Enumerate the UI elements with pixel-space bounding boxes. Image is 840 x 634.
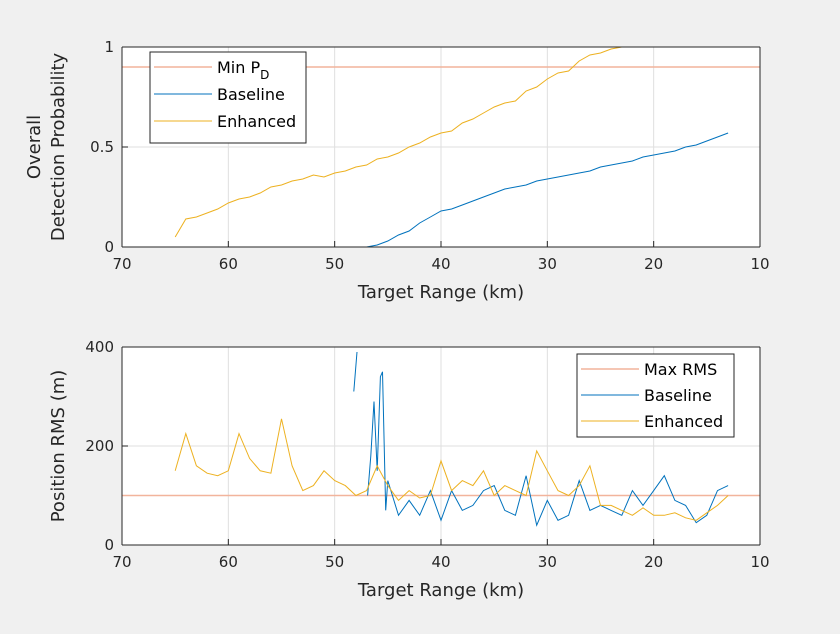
legend-label: Max RMS [644, 360, 717, 379]
x-tick-label: 10 [750, 255, 769, 273]
legend-label-subscript: D [260, 68, 269, 82]
y-axis-label: Detection Probability [48, 53, 69, 242]
x-tick-label: 50 [325, 553, 344, 571]
x-tick-label: 40 [431, 255, 450, 273]
legend-label: Baseline [644, 386, 712, 405]
y-tick-label: 0 [104, 536, 114, 554]
x-tick-label: 30 [538, 255, 557, 273]
y-axis-label: Overall [24, 115, 45, 179]
legend: Max RMS Baseline Enhanced [576, 353, 735, 438]
series-line-enhanced [174, 418, 729, 521]
x-tick-label: 30 [538, 553, 557, 571]
x-tick-label: 60 [219, 553, 238, 571]
detection-probability-axes: 70 60 50 40 30 20 10 0 0.5 1 Target Range (km) Over… [24, 38, 770, 303]
x-tick-label: 20 [644, 553, 663, 571]
x-axis-label: Target Range (km) [357, 580, 524, 601]
y-tick-label: 0.5 [90, 138, 114, 156]
y-tick-label: 200 [85, 437, 114, 455]
legend-label: Enhanced [217, 112, 296, 131]
x-tick-label: 20 [644, 255, 663, 273]
y-tick-label: 1 [104, 38, 114, 56]
x-tick-label: 10 [750, 553, 769, 571]
legend-label: Baseline [217, 85, 285, 104]
x-tick-label: 60 [219, 255, 238, 273]
x-tick-label: 50 [325, 255, 344, 273]
x-tick-label: 40 [431, 553, 450, 571]
y-tick-label: 400 [85, 338, 114, 356]
series-line-baseline [353, 351, 729, 527]
y-axis-label: Position RMS (m) [48, 370, 69, 523]
y-tick-label: 0 [104, 238, 114, 256]
legend-label: Enhanced [644, 412, 723, 431]
position-rms-axes: 70 60 50 40 30 20 10 0 200 400 Target Range (km) Po… [48, 338, 770, 601]
x-axis-label: Target Range (km) [357, 282, 524, 303]
x-tick-label: 70 [112, 255, 131, 273]
x-tick-label: 70 [112, 553, 131, 571]
